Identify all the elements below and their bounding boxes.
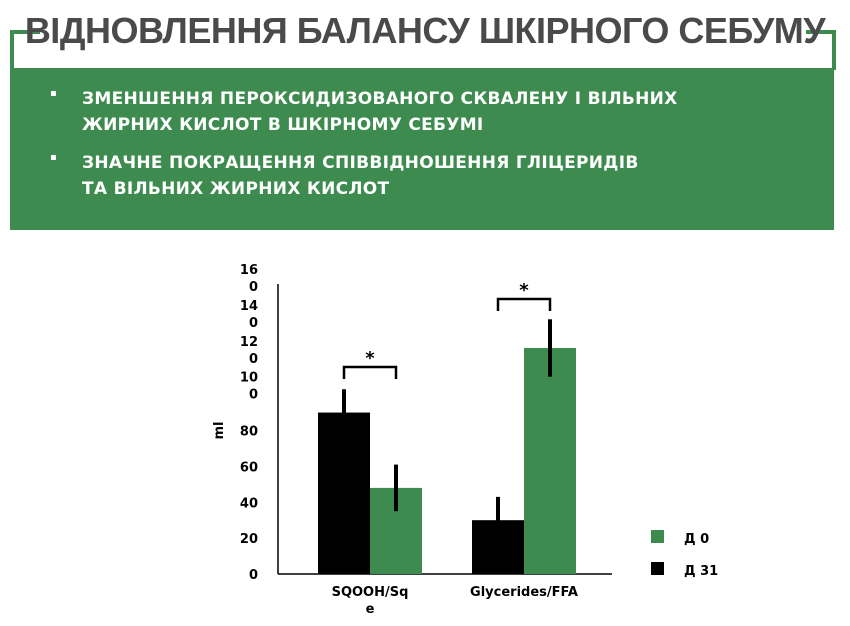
- bullet-marker: ▪: [50, 152, 57, 163]
- y-tick-label: 16 0: [240, 263, 258, 295]
- y-tick-label: 40: [240, 496, 258, 511]
- y-tick-label: 0: [249, 568, 258, 583]
- summary-banner: ▪ ЗМЕНШЕННЯ ПЕРОКСИДИЗОВАНОГО СКВАЛЕНУ І…: [10, 68, 834, 230]
- frame-left-vertical: [10, 30, 14, 70]
- y-tick-label: 60: [240, 460, 258, 475]
- frame-right-top: [806, 30, 836, 34]
- legend-swatch: [651, 530, 664, 543]
- bullet-item: ▪ ЗМЕНШЕННЯ ПЕРОКСИДИЗОВАНОГО СКВАЛЕНУ І…: [50, 86, 750, 138]
- significance-bracket: [342, 365, 398, 379]
- y-tick-label: 14 0: [240, 299, 258, 331]
- title-frame: [0, 0, 850, 95]
- frame-right-vertical: [832, 30, 836, 70]
- legend-swatch: [651, 562, 664, 575]
- bar: [524, 347, 576, 574]
- y-tick-label: 12 0: [240, 335, 258, 367]
- significance-marker: *: [365, 348, 375, 369]
- significance-bracket: [496, 297, 552, 311]
- legend-label: Д 0: [684, 532, 709, 547]
- legend-label: Д 31: [684, 564, 718, 579]
- bullet-text: ЗМЕНШЕННЯ ПЕРОКСИДИЗОВАНОГО СКВАЛЕНУ І В…: [82, 89, 678, 135]
- bullet-text: ЗНАЧНЕ ПОКРАЩЕННЯ СПІВВІДНОШЕННЯ ГЛІЦЕРИ…: [82, 153, 639, 199]
- bar: [318, 412, 370, 574]
- y-tick-label: 10 0: [240, 371, 258, 403]
- y-tick-label: 20: [240, 532, 258, 547]
- y-tick-label: 80: [240, 425, 258, 440]
- page-title: ВІДНОВЛЕННЯ БАЛАНСУ ШКІРНОГО СЕБУМУ: [24, 10, 826, 51]
- y-axis-label: ml: [212, 421, 227, 439]
- significance-marker: *: [519, 280, 529, 301]
- x-tick-label: Glycerides/FFA: [470, 585, 578, 600]
- bullet-marker: ▪: [50, 88, 57, 99]
- x-tick-label: SQOOH/Sq e: [332, 585, 409, 617]
- bullet-item: ▪ ЗНАЧНЕ ПОКРАЩЕННЯ СПІВВІДНОШЕННЯ ГЛІЦЕ…: [50, 150, 750, 202]
- frame-left-top: [10, 30, 40, 34]
